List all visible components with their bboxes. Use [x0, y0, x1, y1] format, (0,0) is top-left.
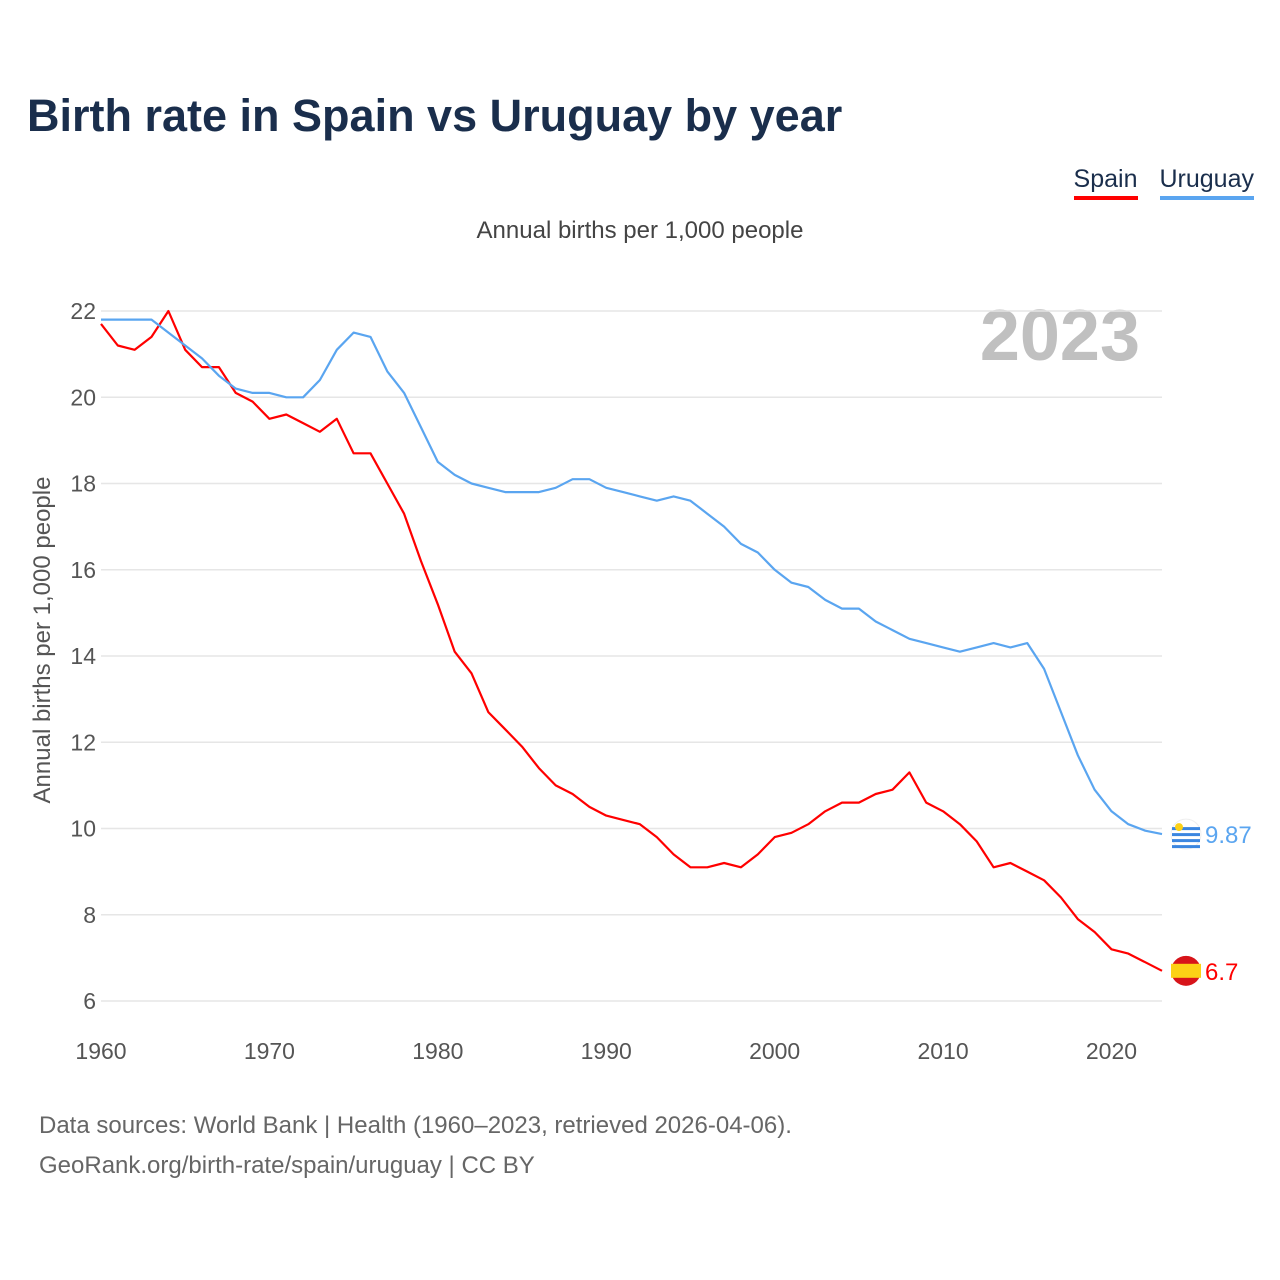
y-tick-label: 22 — [70, 298, 96, 324]
y-tick-label: 10 — [70, 816, 96, 842]
end-value-label-spain: 6.7 — [1205, 959, 1238, 986]
footer-credit: GeoRank.org/birth-rate/spain/uruguay | C… — [39, 1152, 535, 1179]
x-tick-label: 1970 — [244, 1038, 295, 1064]
footer-sources: Data sources: World Bank | Health (1960–… — [39, 1112, 792, 1139]
y-tick-label: 6 — [83, 988, 96, 1014]
y-tick-label: 20 — [70, 384, 96, 410]
y-tick-label: 8 — [83, 902, 96, 928]
x-tick-label: 2020 — [1086, 1038, 1137, 1064]
legend-uruguay[interactable]: Uruguay — [1159, 165, 1254, 200]
legend: Spain Uruguay — [1073, 165, 1254, 200]
series-line-spain — [100, 309, 1163, 972]
flag-spain-icon — [1171, 955, 1201, 986]
x-tick-label: 1990 — [581, 1038, 632, 1064]
legend-spain[interactable]: Spain — [1073, 165, 1138, 200]
y-tick-label: 18 — [70, 471, 96, 497]
year-watermark: 2023 — [980, 296, 1140, 376]
end-value-label-uruguay: 9.87 — [1205, 822, 1252, 849]
footer: Data sources: World Bank | Health (1960–… — [39, 1106, 792, 1186]
x-tick-label: 2000 — [749, 1038, 800, 1064]
series-line-uruguay — [101, 318, 1163, 836]
y-tick-label: 12 — [70, 729, 96, 755]
chart-subtitle: Annual births per 1,000 people — [476, 217, 804, 244]
chart-title: Birth rate in Spain vs Uruguay by year — [27, 90, 843, 141]
flag-uruguay-icon — [1170, 818, 1202, 850]
x-tick-label: 1960 — [75, 1038, 126, 1064]
y-tick-label: 16 — [70, 557, 96, 583]
x-tick-label: 2010 — [917, 1038, 968, 1064]
y-tick-label: 14 — [70, 643, 96, 669]
x-tick-label: 1980 — [412, 1038, 463, 1064]
